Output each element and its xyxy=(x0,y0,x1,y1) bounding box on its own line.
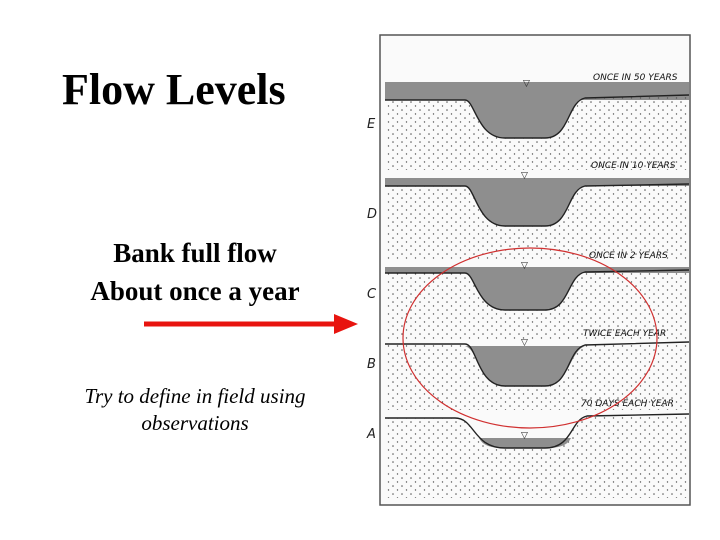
panel-a-letter: A xyxy=(366,427,376,442)
bank-full-flow-text: Bank full flow About once a year xyxy=(40,234,350,310)
slide-title: Flow Levels xyxy=(62,65,286,114)
panel-d-channel xyxy=(465,186,585,226)
panel-b: B TWICE EACH YEAR ▽ xyxy=(367,329,690,410)
panel-b-frequency: TWICE EACH YEAR xyxy=(583,329,666,339)
panel-d-water xyxy=(385,178,689,186)
bank-full-flow-line: Bank full flow xyxy=(113,238,277,268)
pointer-arrow xyxy=(144,314,358,334)
panel-a-ground xyxy=(385,414,689,498)
panel-e: E ONCE IN 50 YEARS ▽ xyxy=(367,73,690,170)
field-note-line-1: Try to define in field using xyxy=(84,384,306,408)
panel-c-ground xyxy=(385,270,689,340)
panel-d: D ONCE IN 10 YEARS ▽ xyxy=(367,161,690,260)
panel-d-water-mark: ▽ xyxy=(521,170,528,180)
panel-a-frequency: 70 DAYS EACH YEAR xyxy=(581,399,674,409)
about-once-a-year-line: About once a year xyxy=(90,276,300,306)
panel-b-bed-line xyxy=(385,341,690,387)
panel-c-water-mark: ▽ xyxy=(521,260,528,270)
panel-a-water-mark: ▽ xyxy=(521,430,528,440)
panel-e-channel xyxy=(465,98,585,138)
pointer-arrow-head xyxy=(334,314,358,334)
panel-c: C ONCE IN 2 YEARS ▽ xyxy=(367,251,690,340)
panel-a-bed-line xyxy=(385,413,690,449)
panel-b-channel xyxy=(465,346,585,386)
field-note-text: Try to define in field using observation… xyxy=(40,383,350,437)
panel-d-ground xyxy=(385,184,689,260)
panel-e-letter: E xyxy=(367,117,376,132)
panel-b-ground xyxy=(385,342,689,410)
panel-e-water xyxy=(385,82,689,100)
panel-e-frequency: ONCE IN 50 YEARS xyxy=(593,73,678,83)
panel-b-letter: B xyxy=(367,357,376,372)
panel-c-water xyxy=(385,267,689,273)
panel-c-frequency: ONCE IN 2 YEARS xyxy=(589,251,668,261)
panel-e-bed-line xyxy=(385,94,690,139)
panel-a-channel xyxy=(479,438,571,448)
panel-c-channel xyxy=(465,272,585,310)
panel-a: A 70 DAYS EACH YEAR ▽ xyxy=(366,399,690,498)
highlight-ellipse xyxy=(402,247,658,429)
flow-levels-figure: E ONCE IN 50 YEARS ▽ D ONCE IN 10 YEARS … xyxy=(366,34,691,506)
panel-e-water-mark: ▽ xyxy=(523,78,530,88)
panel-d-frequency: ONCE IN 10 YEARS xyxy=(591,161,676,171)
panel-d-bed-line xyxy=(385,183,690,227)
panel-c-bed-line xyxy=(385,269,690,311)
panel-e-ground xyxy=(385,95,689,170)
field-note-line-2: observations xyxy=(141,411,249,435)
panel-c-letter: C xyxy=(367,287,377,302)
panel-d-letter: D xyxy=(367,207,377,222)
panel-b-water-mark: ▽ xyxy=(521,337,528,347)
